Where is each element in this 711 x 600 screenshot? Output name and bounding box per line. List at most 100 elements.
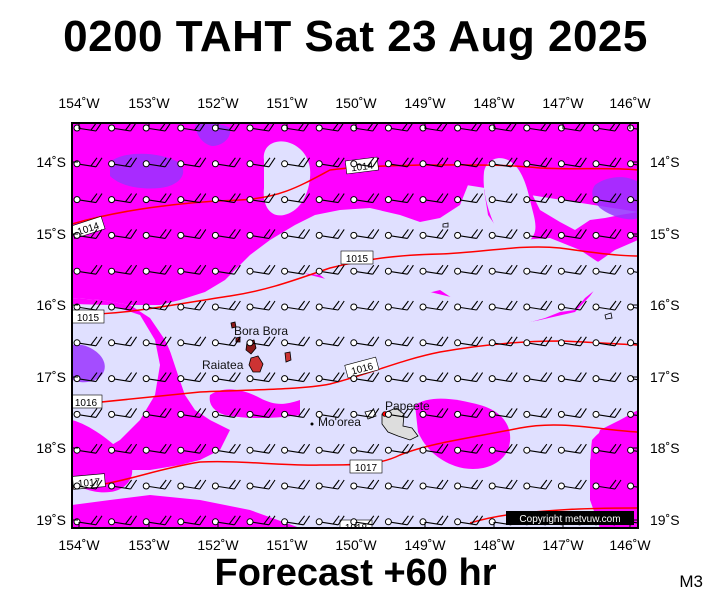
place-label-bora-bora: Bora Bora [234,324,288,338]
place-label-moorea: Mo'orea [318,415,361,429]
lat-label-left: 19˚S [36,512,66,528]
wind-barb-icon [627,124,638,132]
wind-barb-icon [627,267,638,275]
wind-barb-icon [384,264,414,275]
wind-barb-icon [246,372,276,383]
wind-barb-icon [211,372,241,383]
wind-barb-icon [557,336,587,347]
wind-barb-icon [419,264,449,275]
wind-barb-icon [108,193,138,204]
isobar-label: 1015 [77,313,100,324]
wind-barb-icon [454,300,484,311]
model-label: M3 [679,572,703,591]
wind-barb-icon [419,336,449,347]
isobar-label: 1016 [75,398,98,409]
wind-barb-icon [281,193,311,204]
lon-label-bottom: 153˚W [128,537,170,553]
wind-barb-icon [73,264,103,275]
wind-barb-icon [246,157,276,168]
wind-barb-icon [211,157,241,168]
lon-label-bottom: 151˚W [266,537,308,553]
wind-barb-icon [523,193,553,204]
wind-barb-icon [246,336,276,347]
wind-barb-icon [142,193,172,204]
lon-label-top: 147˚W [542,95,584,111]
wind-barb-icon [454,264,484,275]
wind-barb-icon [454,157,484,168]
wind-barb-icon [592,229,622,239]
wind-barb-icon [281,479,311,490]
wind-barb-icon [108,443,138,454]
wind-barb-icon [350,515,380,526]
lon-label-bottom: 147˚W [542,537,584,553]
wind-barb-icon [315,515,345,526]
wind-barb-icon [350,157,380,168]
wind-barb-icon [350,264,380,275]
wind-barb-icon [281,443,311,454]
latitude-labels-left: 14˚S 15˚S 16˚S 17˚S 18˚S 19˚S [36,154,66,528]
wind-barb-icon [488,193,518,204]
wind-barb-icon [246,479,276,490]
wind-barb-icon [419,193,449,204]
wind-barb-icon [246,408,276,418]
wind-barb-icon [108,123,137,132]
wind-barb-icon [281,515,311,526]
lon-label-bottom: 154˚W [58,537,100,553]
wind-barb-icon [627,446,638,454]
wind-barb-icon [592,193,622,204]
wind-barb-icon [384,229,414,239]
wind-barb-icon [315,336,345,347]
wind-barb-icon [627,196,638,204]
wind-barb-icon [454,479,484,490]
lat-label-right: 19˚S [650,512,680,528]
graticule-ticks [72,123,638,528]
forecast-label: Forecast +60 hr [214,552,497,594]
wind-barb-icon [108,372,138,383]
lon-label-bottom: 148˚W [473,537,515,553]
place-label-papeete: Papeete [385,399,430,413]
wind-barb-icon [523,300,553,311]
wind-barb-icon [246,193,276,204]
wind-barb-icon [315,479,345,490]
wind-barb-icon [142,479,172,490]
wind-barb-icon [557,229,587,239]
wind-barb-icon [384,515,414,526]
wind-barb-icon [523,408,553,418]
wind-barb-icon [384,157,414,168]
wind-barb-icon [246,300,276,311]
map-frame [71,122,639,529]
wind-barb-icon [246,515,276,526]
lon-label-top: 146˚W [609,95,651,111]
wind-barb-icon [211,443,241,454]
wind-barb-icon [488,264,518,275]
wind-barb-icon [177,193,207,204]
wind-barb-icon [315,193,345,204]
wind-barb-icon [592,408,622,418]
wind-barb-icon [627,339,638,347]
wind-barb-icon [211,193,241,204]
wind-barb-icon [73,157,103,168]
wind-barb-icon [281,229,311,239]
wind-barb-icon [177,408,207,418]
wind-barb-icon [454,193,484,204]
wind-barb-icon [315,300,345,311]
wind-barb-icon [73,336,103,347]
copyright-text: Copyright metvuw.com [519,514,620,525]
wind-barb-icon [108,157,138,168]
wind-barb-icon [454,123,483,132]
wind-barb-icon [73,479,103,490]
wind-barb-icon [108,336,138,347]
wind-barb-icon [177,372,207,383]
wind-barb-icon [73,193,103,204]
wind-barb-icon [177,443,207,454]
wind-barb-icon [177,336,207,347]
wind-barb-icon [177,264,207,275]
wind-barb-icon [108,264,138,275]
lat-label-left: 17˚S [36,369,66,385]
longitude-labels-bottom: 154˚W 153˚W 152˚W 151˚W 150˚W 149˚W 148˚… [58,537,651,553]
lat-label-right: 14˚S [650,154,680,170]
wind-barb-icon [419,300,449,311]
wind-barb-icon [454,229,484,239]
wind-barb-icon [454,372,484,383]
wind-barb-icon [384,193,414,204]
